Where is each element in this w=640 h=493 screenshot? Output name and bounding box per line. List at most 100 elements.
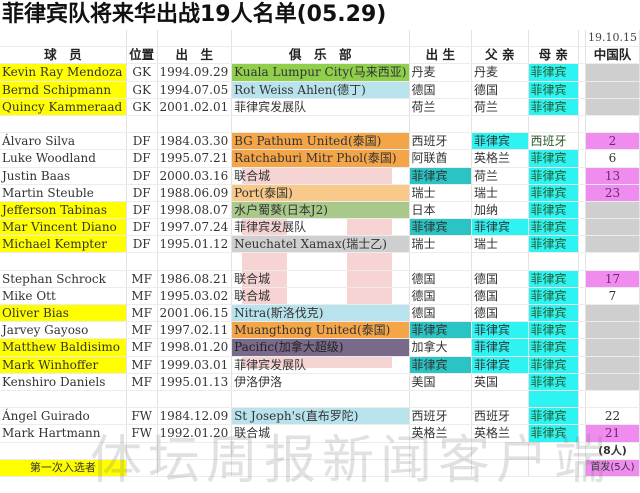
empty-cell[interactable] [231,390,410,409]
club[interactable]: 菲律宾发展队 [231,98,410,116]
empty-cell[interactable] [578,304,586,323]
player-name[interactable]: Stephan Schrock [0,270,127,288]
mother-nationality[interactable]: 菲律宾 [528,356,579,374]
empty-cell[interactable] [578,132,586,151]
birth-date[interactable]: 1995.07.21 [157,149,233,168]
empty-cell[interactable] [578,30,586,48]
father-nationality[interactable]: 菲律宾 [471,218,529,237]
player-name[interactable]: Kevin Ray Mendoza [0,63,127,82]
china-match-number[interactable] [585,235,640,254]
club[interactable]: Kuala Lumpur City(马来西亚) [231,63,410,82]
birth-date[interactable]: 2001.02.01 [157,98,233,116]
empty-cell[interactable] [578,338,586,357]
mother-nationality[interactable]: 菲律宾 [528,407,579,426]
father-nationality[interactable]: 英国 [471,373,529,391]
china-match-number[interactable]: 2 [585,132,640,151]
club[interactable]: Ratchaburi Mitr Phol(泰国) [231,149,410,168]
empty-cell[interactable] [528,252,579,271]
position[interactable]: DF [126,235,158,254]
mother-nationality[interactable]: 菲律宾 [528,424,579,443]
mother-nationality[interactable]: 菲律宾 [528,63,579,82]
empty-cell[interactable] [578,356,586,374]
father-nationality[interactable]: 德国 [471,304,529,323]
empty-cell[interactable] [409,442,473,460]
empty-cell[interactable] [528,442,579,460]
father-nationality[interactable]: 德国 [471,287,529,306]
empty-cell[interactable] [471,115,529,134]
empty-cell[interactable] [157,442,233,460]
position[interactable]: DF [126,218,158,237]
china-match-number[interactable]: 17 [585,270,640,288]
father-nationality[interactable]: 荷兰 [471,98,529,116]
empty-cell[interactable] [578,390,586,409]
empty-cell[interactable] [578,201,586,220]
empty-cell[interactable] [0,252,127,271]
birthplace[interactable]: 德国 [409,270,473,288]
position[interactable]: MF [126,270,158,288]
birthplace[interactable]: 德国 [409,81,473,99]
birthplace[interactable]: 日本 [409,201,473,220]
player-name[interactable]: Luke Woodland [0,149,127,168]
birth-date[interactable]: 1984.03.30 [157,132,233,151]
player-name[interactable]: Quincy Kammeraad [0,98,127,116]
club[interactable]: 水户蜀葵(日本J2) [231,201,410,220]
player-name[interactable]: Justin Baas [0,167,127,185]
father-nationality[interactable]: 荷兰 [471,167,529,185]
birth-date[interactable]: 1994.07.05 [157,81,233,99]
empty-cell[interactable] [409,115,473,134]
empty-cell[interactable] [231,442,410,460]
player-name[interactable]: Michael Kempter [0,235,127,254]
empty-cell[interactable] [126,459,158,477]
club[interactable]: Muangthong United(泰国) [231,321,410,340]
position[interactable]: GK [126,63,158,82]
father-nationality[interactable]: 菲律宾 [471,356,529,374]
mother-nationality[interactable]: 菲律宾 [528,184,579,202]
empty-cell[interactable] [578,46,586,65]
player-name[interactable]: Álvaro Silva [0,132,127,151]
empty-cell[interactable] [231,115,410,134]
empty-cell[interactable] [0,442,127,460]
mother-nationality[interactable]: 菲律宾 [528,373,579,391]
china-match-number[interactable] [585,373,640,391]
empty-cell[interactable] [409,30,473,48]
club[interactable]: 联合城 [231,167,410,185]
birthplace[interactable]: 美国 [409,373,473,391]
header-club[interactable]: 俱 乐 部 [231,46,410,65]
father-nationality[interactable]: 瑞士 [471,184,529,202]
empty-cell[interactable] [578,459,586,477]
position[interactable]: MF [126,373,158,391]
birthplace[interactable]: 德国 [409,304,473,323]
club[interactable]: 菲律宾发展队 [231,356,410,374]
header-china[interactable]: 中国队 [585,46,640,65]
empty-cell[interactable] [157,30,233,48]
mother-nationality[interactable]: 菲律宾 [528,218,579,237]
position[interactable]: MF [126,338,158,357]
birth-date[interactable]: 1995.03.02 [157,287,233,306]
empty-cell[interactable] [578,184,586,202]
birth-date[interactable]: 1997.07.24 [157,218,233,237]
empty-cell[interactable] [409,252,473,271]
mother-nationality[interactable]: 菲律宾 [528,287,579,306]
birth-date[interactable]: 1986.08.21 [157,270,233,288]
empty-cell[interactable] [0,390,127,409]
mother-nationality[interactable]: 菲律宾 [528,338,579,357]
club[interactable]: 联合城 [231,270,410,288]
club[interactable]: 联合城 [231,287,410,306]
player-name[interactable]: Mark Winhoffer [0,356,127,374]
player-name[interactable]: Mar Vincent Diano [0,218,127,237]
birth-date[interactable]: 1988.06.09 [157,184,233,202]
birthplace[interactable]: 菲律宾 [409,321,473,340]
position[interactable]: GK [126,81,158,99]
china-match-number[interactable]: 13 [585,167,640,185]
birth-date[interactable]: 1999.03.01 [157,356,233,374]
china-match-number[interactable]: 23 [585,184,640,202]
empty-cell[interactable] [585,115,640,134]
club[interactable]: Nitra(斯洛伐克) [231,304,410,323]
mother-nationality[interactable]: 菲律宾 [528,321,579,340]
club[interactable]: 菲律宾发展队 [231,218,410,237]
mother-nationality[interactable]: 菲律宾 [528,304,579,323]
father-nationality[interactable]: 英格兰 [471,149,529,168]
player-name[interactable]: Martin Steuble [0,184,127,202]
father-nationality[interactable]: 菲律宾 [471,321,529,340]
empty-cell[interactable] [471,442,529,460]
